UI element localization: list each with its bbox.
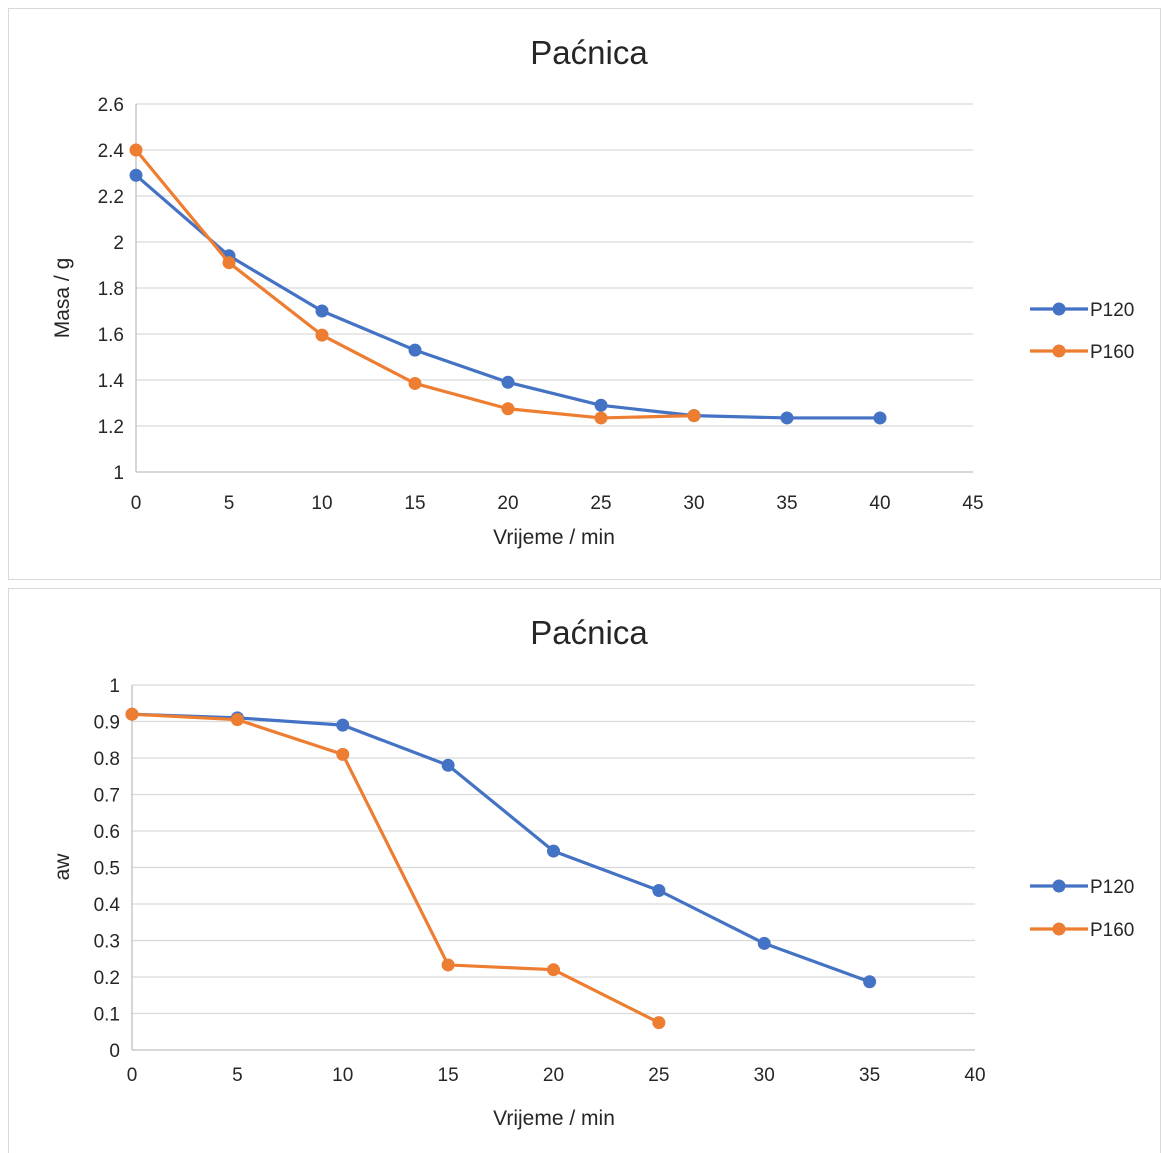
y-tick-label: 0.8 xyxy=(94,749,120,770)
legend-label: P160 xyxy=(1090,342,1134,363)
chart-title: Paćnica xyxy=(530,34,648,71)
chart-mass-svg: Paćnica 1 1.2 1.4 1.6 1.8 2 2.2 2.4 2.6 0 5 10 15 20 2… xyxy=(51,34,1134,549)
x-axis-label: Vrijeme / min xyxy=(493,1107,615,1130)
data-point-p120 xyxy=(757,936,771,950)
data-point-p160 xyxy=(547,963,560,977)
data-point-p120 xyxy=(594,398,608,412)
y-tick-label: 1.6 xyxy=(98,325,124,346)
x-tick-label: 15 xyxy=(438,1065,459,1086)
data-point-p160 xyxy=(652,1016,666,1030)
y-tick-label: 1.8 xyxy=(98,279,124,300)
legend-swatch-marker xyxy=(1052,922,1066,936)
y-tick-label: 0.6 xyxy=(94,822,120,843)
x-tick-label: 20 xyxy=(543,1065,564,1086)
y-tick-label: 0.5 xyxy=(94,859,120,880)
y-tick-label: 2.6 xyxy=(98,95,124,116)
x-tick-label: 45 xyxy=(962,493,983,514)
data-point-p120 xyxy=(408,343,422,357)
y-tick-label: 2.4 xyxy=(98,141,125,162)
x-tick-label: 10 xyxy=(332,1065,353,1086)
data-point-p120 xyxy=(652,883,666,897)
series-line-p160 xyxy=(131,712,660,1025)
data-point-p120 xyxy=(336,718,350,732)
chart-panel-mass: Paćnica 1 1.2 1.4 1.6 1.8 2 2.2 2.4 2.6 0 5 10 15 20 2… xyxy=(8,8,1161,580)
data-point-p160 xyxy=(129,143,143,157)
y-axis-label: aw xyxy=(51,853,74,881)
x-tick-label: 30 xyxy=(683,493,704,514)
data-point-p120 xyxy=(873,411,887,425)
x-tick-label: 35 xyxy=(776,493,797,514)
chart-panel-aw: Paćnica 0 0.1 0.2 0.3 0.4 0.5 0.6 0.7 0.8 0.9 1 0 5 1… xyxy=(8,588,1161,1153)
data-point-p120 xyxy=(441,758,455,772)
data-point-p120 xyxy=(780,411,794,425)
x-tick-label: 40 xyxy=(869,493,890,514)
x-tick-label: 10 xyxy=(311,493,332,514)
x-tick-label: 25 xyxy=(590,493,611,514)
data-point-p160 xyxy=(336,747,350,761)
y-tick-label: 1 xyxy=(113,463,124,484)
data-point-p160 xyxy=(125,707,139,721)
x-tick-label: 0 xyxy=(127,1065,138,1086)
y-tick-label: 1.4 xyxy=(98,371,125,392)
y-tick-label: 0.1 xyxy=(94,1005,120,1026)
y-tick-label: 1 xyxy=(109,676,120,697)
legend-label: P120 xyxy=(1090,877,1134,898)
data-point-p160 xyxy=(441,958,455,972)
y-tick-label: 0.3 xyxy=(94,932,120,953)
data-point-p160 xyxy=(687,409,701,423)
data-point-p120 xyxy=(315,304,329,318)
y-axis-label: Masa / g xyxy=(51,258,74,339)
x-tick-label: 30 xyxy=(754,1065,775,1086)
chart-title: Paćnica xyxy=(530,614,648,651)
x-tick-label: 5 xyxy=(224,493,235,514)
data-point-p160 xyxy=(222,256,236,270)
data-point-p160 xyxy=(501,402,515,416)
y-tick-label: 0.7 xyxy=(94,786,120,807)
legend-label: P120 xyxy=(1090,300,1134,321)
data-point-p120 xyxy=(863,975,877,989)
y-tick-label: 0.2 xyxy=(94,968,120,989)
data-point-p120 xyxy=(129,168,143,182)
y-tick-label: 2 xyxy=(113,233,124,254)
data-point-p160 xyxy=(408,376,422,390)
legend-swatch-marker xyxy=(1052,302,1066,316)
data-point-p160 xyxy=(594,411,608,425)
data-point-p120 xyxy=(501,375,515,389)
legend-label: P160 xyxy=(1090,920,1134,941)
y-tick-label: 0 xyxy=(109,1041,120,1062)
y-tick-label: 0.9 xyxy=(94,713,120,734)
x-tick-label: 25 xyxy=(648,1065,669,1086)
x-tick-label: 40 xyxy=(964,1065,985,1086)
legend-swatch-marker xyxy=(1052,879,1066,893)
chart-aw-svg: Paćnica 00.10.20.30.40.50.60.70.80.910 5 1… xyxy=(51,614,1134,1130)
y-tick-label: 2.2 xyxy=(98,187,124,208)
series-line-p120 xyxy=(131,712,871,984)
y-tick-label: 0.4 xyxy=(94,895,121,916)
x-tick-label: 35 xyxy=(859,1065,880,1086)
x-tick-label: 5 xyxy=(232,1065,243,1086)
data-point-p160 xyxy=(315,328,329,342)
data-point-p120 xyxy=(547,844,560,858)
x-tick-label: 15 xyxy=(404,493,425,514)
x-axis-label: Vrijeme / min xyxy=(493,526,615,549)
x-tick-label: 20 xyxy=(497,493,518,514)
data-point-p160 xyxy=(230,713,244,727)
y-tick-label: 1.2 xyxy=(98,417,124,438)
legend-swatch-marker xyxy=(1052,344,1066,358)
x-tick-label: 0 xyxy=(131,493,142,514)
